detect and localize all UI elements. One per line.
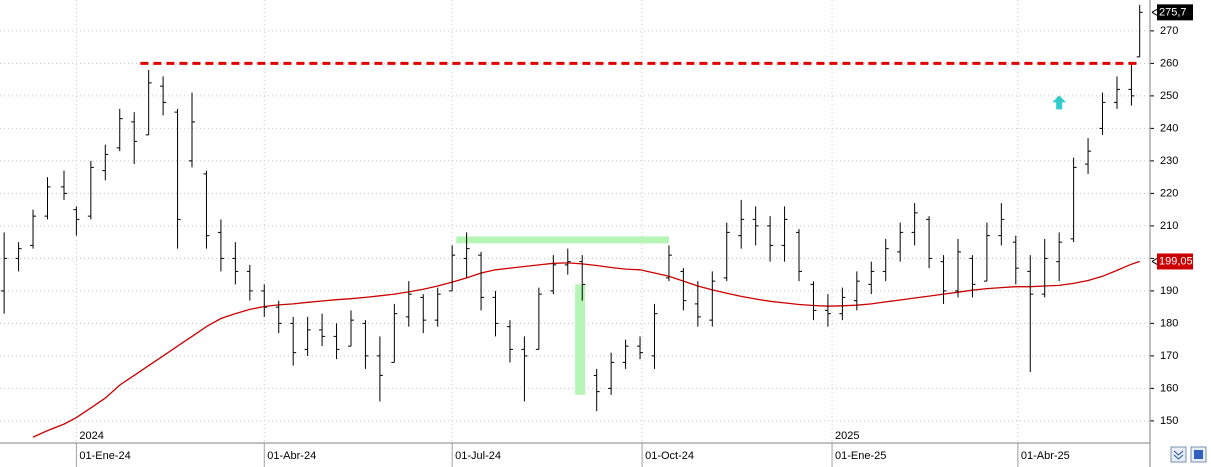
y-tick-label: 190 <box>1160 285 1178 297</box>
x-tick-label: 01-Abr-24 <box>267 450 316 462</box>
y-tick-label: 260 <box>1160 57 1178 69</box>
y-tick-label: 220 <box>1160 187 1178 199</box>
y-tick-label: 170 <box>1160 350 1178 362</box>
nav-buttons <box>1170 446 1207 463</box>
price-tag-label: 199,05 <box>1159 255 1193 267</box>
x-tick-label: 01-Ene-24 <box>79 450 130 462</box>
y-tick-label: 230 <box>1160 155 1178 167</box>
y-tick-label: 180 <box>1160 317 1178 329</box>
y-tick-label: 150 <box>1160 415 1178 427</box>
save-icon <box>1194 450 1203 459</box>
year-label: 2024 <box>79 430 103 442</box>
y-tick-label: 250 <box>1160 90 1178 102</box>
x-tick-label: 01-Oct-24 <box>645 450 694 462</box>
zoom-icon <box>1173 450 1184 460</box>
y-tick-label: 240 <box>1160 122 1178 134</box>
moving-average <box>32 260 1140 438</box>
up-arrow <box>1052 95 1067 110</box>
x-tick-label: 01-Ene-25 <box>835 450 886 462</box>
price-tag <box>1157 253 1193 270</box>
x-tick-label: 01-Jul-24 <box>455 450 501 462</box>
year-label: 2025 <box>835 430 859 442</box>
price-pointer <box>1151 8 1158 16</box>
x-tick-label: 01-Abr-25 <box>1021 450 1070 462</box>
price-pointer <box>1151 258 1158 265</box>
price-tag-label: 275,7 <box>1159 6 1187 18</box>
y-tick-label: 270 <box>1160 25 1178 37</box>
price-tag <box>1157 4 1193 21</box>
y-tick-label: 160 <box>1160 382 1178 394</box>
y-tick-label: 210 <box>1160 220 1178 232</box>
